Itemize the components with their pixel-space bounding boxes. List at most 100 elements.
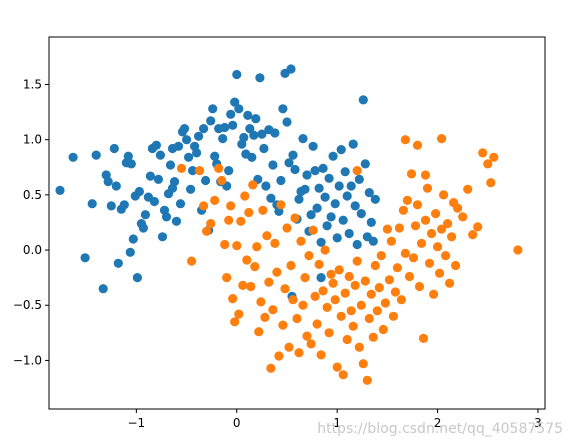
scatter-point-s1-109 — [420, 215, 431, 225]
scatter-point-s0-117 — [332, 233, 342, 243]
scatter-point-s0-77 — [251, 114, 261, 124]
scatter-point-s0-50 — [194, 131, 204, 141]
scatter-point-s1-5 — [206, 219, 216, 229]
scatter-point-s1-78 — [358, 359, 368, 369]
scatter-point-s1-56 — [314, 259, 324, 269]
scatter-point-s0-96 — [290, 164, 300, 175]
scatter-point-s1-90 — [382, 224, 392, 234]
scatter-point-s0-30 — [153, 174, 163, 184]
y-tick-label: 1.0 — [23, 133, 42, 147]
scatter-point-s1-31 — [264, 277, 274, 287]
scatter-point-s1-119 — [441, 251, 451, 261]
scatter-point-s1-4 — [202, 226, 212, 236]
scatter-point-s0-89 — [276, 175, 286, 186]
scatter-point-s1-69 — [340, 288, 350, 298]
scatter-point-s0-138 — [316, 273, 326, 283]
scatter-point-s0-133 — [364, 188, 374, 198]
y-tick-label: 0.0 — [23, 243, 42, 257]
scatter-point-s0-76 — [249, 130, 259, 140]
scatter-point-s1-21 — [244, 207, 254, 218]
scatter-point-s1-72 — [346, 306, 356, 316]
scatter-point-s1-139 — [352, 166, 362, 176]
scatter-point-s1-19 — [240, 191, 250, 201]
x-tick-label: 2 — [434, 416, 442, 430]
scatter-point-s1-64 — [330, 295, 340, 305]
scatter-point-s0-134 — [366, 217, 376, 227]
scatter-point-s1-29 — [260, 312, 270, 322]
scatter-point-s1-45 — [292, 313, 302, 324]
scatter-point-s1-33 — [268, 305, 278, 315]
scatter-point-s0-17 — [126, 159, 136, 169]
scatter-point-s0-41 — [175, 199, 186, 209]
scatter-point-s0-39 — [171, 216, 182, 226]
x-tick-label: 0 — [233, 416, 241, 430]
scatter-point-s1-93 — [388, 311, 398, 321]
scatter-point-s0-113 — [324, 173, 334, 183]
scatter-point-s0-129 — [356, 209, 366, 219]
scatter-point-s1-12 — [226, 201, 236, 211]
scatter-point-s1-129 — [473, 222, 483, 232]
scatter-point-s0-11 — [113, 258, 123, 268]
scatter-point-s1-40 — [282, 223, 292, 233]
scatter-point-s0-123 — [344, 228, 354, 239]
scatter-point-s1-121 — [445, 278, 455, 288]
scatter-point-s1-32 — [266, 363, 276, 373]
scatter-point-s0-74 — [245, 124, 255, 134]
scatter-point-s0-130 — [358, 95, 368, 105]
scatter-point-s0-111 — [320, 192, 330, 202]
scatter-point-s0-75 — [247, 152, 257, 162]
scatter-point-s1-91 — [384, 275, 394, 285]
scatter-point-s0-65 — [226, 109, 236, 119]
scatter-point-s1-74 — [350, 280, 360, 290]
scatter-point-s1-10 — [222, 273, 232, 283]
x-tick-label: 3 — [534, 416, 542, 430]
scatter-point-s1-137 — [437, 134, 447, 144]
scatter-point-s0-102 — [302, 170, 312, 180]
scatter-point-s0-28 — [149, 196, 159, 207]
scatter-point-s1-18 — [238, 280, 248, 290]
scatter-point-s1-17 — [236, 216, 246, 226]
scatter-point-s0-53 — [201, 175, 211, 186]
scatter-point-s1-38 — [278, 320, 288, 330]
scatter-point-s1-7 — [214, 163, 224, 173]
scatter-point-s1-75 — [352, 256, 362, 266]
scatter-point-s0-40 — [173, 141, 184, 151]
x-tick-label: 1 — [333, 416, 341, 430]
scatter-point-s0-29 — [151, 140, 161, 150]
scatter-point-s1-97 — [396, 295, 406, 305]
scatter-point-s1-118 — [439, 190, 449, 200]
scatter-point-s0-49 — [192, 148, 202, 158]
scatter-point-s0-23 — [138, 223, 148, 233]
scatter-point-s0-67 — [230, 97, 240, 107]
scatter-point-s1-92 — [386, 236, 396, 246]
scatter-point-s1-120 — [443, 219, 453, 229]
scatter-point-s0-5 — [98, 284, 108, 294]
scatter-point-s0-106 — [310, 166, 320, 176]
scatter-point-s1-36 — [274, 351, 284, 361]
scatter-point-s0-122 — [342, 191, 352, 201]
scatter-point-s1-57 — [316, 350, 326, 360]
scatter-point-s1-2 — [195, 166, 205, 176]
scatter-point-s1-1 — [187, 256, 197, 266]
y-axis: −1.0 −0.5 0.0 0.5 1.0 1.5 — [13, 77, 49, 367]
scatter-point-s1-54 — [310, 291, 320, 301]
scatter-point-s0-80 — [257, 129, 267, 139]
scatter-point-s1-59 — [320, 245, 330, 255]
scatter-point-s1-103 — [408, 253, 419, 263]
scatter-point-s1-8 — [217, 175, 227, 186]
scatter-point-s1-134 — [513, 245, 523, 255]
scatter-point-s1-71 — [344, 271, 354, 282]
scatter-point-s1-26 — [254, 327, 264, 337]
scatter-point-s1-30 — [262, 231, 272, 241]
scatter-point-s1-23 — [248, 180, 258, 190]
scatter-point-s0-128 — [354, 174, 364, 184]
scatter-point-s0-44 — [182, 135, 192, 145]
scatter-point-s0-56 — [208, 104, 218, 114]
scatter-point-s0-105 — [308, 141, 318, 151]
scatter-point-s0-136 — [370, 194, 380, 204]
scatter-point-s0-8 — [106, 201, 116, 211]
y-tick-label: 0.5 — [23, 188, 42, 202]
scatter-point-s1-86 — [374, 283, 384, 293]
scatter-point-s1-101 — [404, 271, 415, 282]
scatter-point-s1-113 — [429, 289, 439, 299]
